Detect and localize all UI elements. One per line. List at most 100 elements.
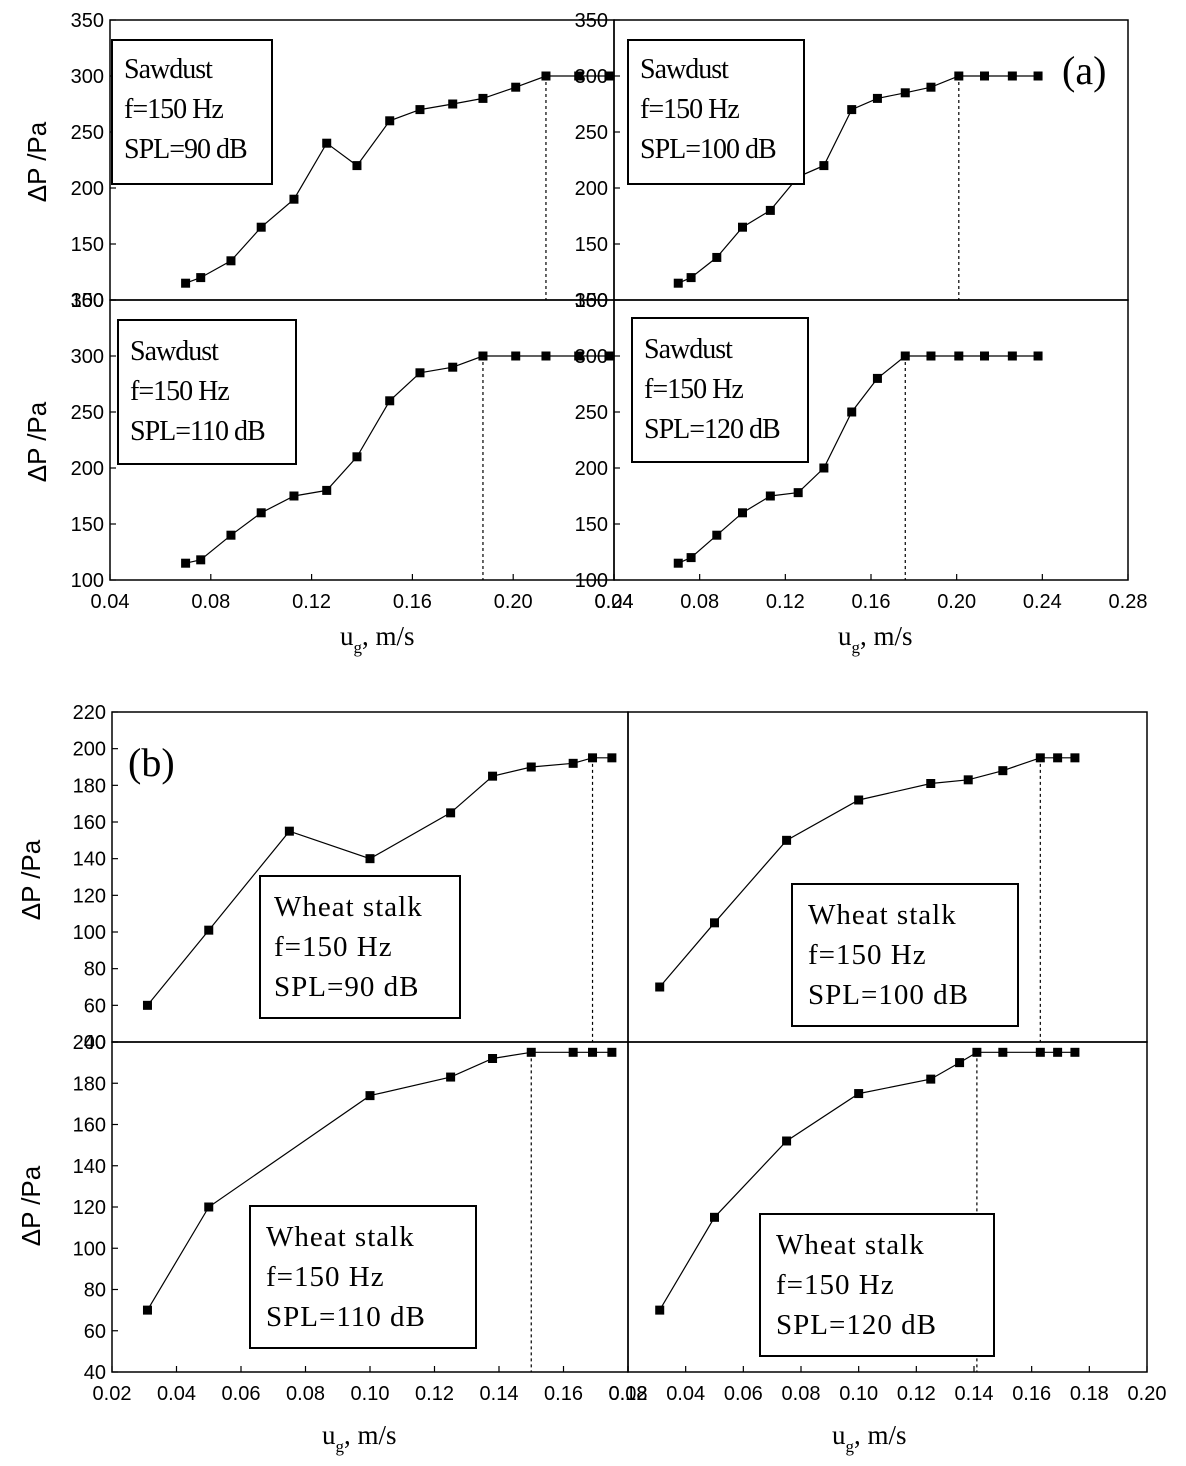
annotation-line: SPL=120 dB [776, 1309, 937, 1341]
data-point [765, 205, 775, 215]
y-tick-label: 300 [575, 346, 608, 368]
annotation-box [259, 875, 461, 1019]
data-point [998, 1047, 1008, 1057]
x-axis-label-a-left-unit: , m/s [362, 621, 415, 651]
x-tick-label: 0.02 [609, 1383, 648, 1405]
data-point [478, 93, 488, 103]
panel-label-a: (a) [1062, 48, 1106, 93]
data-point [204, 1202, 214, 1212]
data-point [365, 1091, 375, 1101]
data-point [488, 771, 498, 781]
data-point [448, 362, 458, 372]
data-point [712, 252, 722, 262]
data-point [604, 351, 614, 361]
data-point [782, 1136, 792, 1146]
x-tick-label: 0.04 [595, 591, 634, 613]
data-point [448, 99, 458, 109]
annotation-line: SPL=100 dB [808, 979, 969, 1011]
y-tick-label: 80 [84, 1280, 106, 1302]
y-tick-label: 100 [73, 1238, 106, 1260]
y-tick-label: 100 [71, 290, 104, 312]
annotation-box [627, 39, 805, 185]
data-point [872, 93, 882, 103]
data-point [488, 1054, 498, 1063]
data-point [673, 278, 683, 288]
annotation-line: Wheat stalk [808, 899, 957, 931]
data-point [511, 351, 521, 361]
y-tick-label: 350 [71, 290, 104, 312]
annotation-box [759, 1213, 995, 1357]
data-point [1007, 71, 1017, 81]
y-tick-label: 140 [73, 849, 106, 871]
data-point [819, 463, 829, 473]
x-ticks-a-right: 0.04 0.08 0.12 0.16 0.20 0.24 0.28 [595, 574, 1147, 613]
x-tick-label: 0.12 [292, 591, 331, 613]
panel-label-b: (b) [128, 740, 175, 785]
x-axis-label-b-left: ug, m/s [322, 1420, 397, 1456]
x-axis-label-a-left-main: u [340, 621, 354, 651]
data-point [1007, 351, 1017, 361]
data-point [847, 407, 857, 417]
annotation-line: f=150 Hz [776, 1269, 895, 1301]
x-axis-label-b-right-sub: g [846, 1437, 855, 1456]
x-tick-label: 0.02 [93, 1383, 132, 1405]
annotation-line: f=150 Hz [644, 374, 743, 405]
y-tick-label: 100 [73, 922, 106, 944]
annotation-line: f=150 Hz [130, 376, 229, 407]
x-tick-label: 0.16 [852, 591, 891, 613]
data-point [574, 351, 584, 361]
x-axis-label-b-left-unit: , m/s [344, 1420, 397, 1450]
annotation-line: SPL=120 dB [644, 414, 780, 445]
y-tick-label: 350 [71, 10, 104, 32]
y-tick-label: 150 [575, 514, 608, 536]
x-axis-label-b-right-unit: , m/s [854, 1420, 907, 1450]
y-tick-label: 150 [575, 234, 608, 256]
data-point [568, 758, 578, 768]
data-point [1033, 351, 1043, 361]
y-tick-label: 200 [71, 178, 104, 200]
x-tick-label: 0.06 [724, 1383, 763, 1405]
annotation-line: f=150 Hz [266, 1261, 385, 1293]
data-point [926, 82, 936, 92]
x-tick-label: 0.06 [222, 1383, 261, 1405]
annotation-line: SPL=110 dB [130, 416, 265, 447]
data-point [655, 1305, 665, 1315]
data-point [673, 558, 683, 568]
chart-panel-1: 100 150 200 250 300 350 Sawdust f=150 Hz SPL=90 … [71, 10, 615, 312]
x-ticks-b-left: 0.02 0.04 0.06 0.08 0.10 0.12 0.14 0.16 0.18 [93, 1366, 647, 1405]
x-tick-label: 0.12 [766, 591, 805, 613]
annotation-line: Sawdust [124, 54, 213, 85]
y-tick-label: 100 [575, 290, 608, 312]
data-point [926, 779, 936, 788]
data-point [526, 762, 536, 772]
annotation-box [111, 39, 273, 185]
annotation-line: Sawdust [644, 334, 733, 365]
data-point [1035, 753, 1045, 763]
annotation-line: f=150 Hz [274, 931, 393, 963]
x-axis-label-b-left-sub: g [336, 1437, 345, 1456]
data-point [900, 88, 910, 98]
x-tick-label: 0.16 [393, 591, 432, 613]
data-point [686, 273, 696, 283]
annotation-line: SPL=90 dB [124, 134, 247, 165]
data-point [1035, 1047, 1045, 1057]
x-tick-label: 0.20 [494, 591, 533, 613]
x-ticks-b-right: 0.02 0.04 0.06 0.08 0.10 0.12 0.14 0.16 0.18 0.20 [609, 1366, 1166, 1405]
chart-panels: 100 150 200 250 300 350 Sawdust f=150 Hz SPL=90 … [71, 10, 1167, 1405]
y-tick-label: 250 [71, 402, 104, 424]
data-point [738, 222, 747, 232]
y-tick-label: 40 [84, 1362, 106, 1384]
data-point [181, 558, 191, 568]
data-point [196, 555, 206, 565]
data-point [284, 826, 294, 836]
data-point [980, 71, 990, 81]
data-point [511, 82, 521, 92]
y-tick-label: 250 [575, 402, 608, 424]
data-point [819, 161, 829, 171]
y-tick-label: 150 [71, 234, 104, 256]
data-point [181, 278, 191, 288]
data-point [568, 1047, 578, 1057]
y-tick-label: 100 [575, 570, 608, 592]
data-point [1053, 1047, 1063, 1057]
x-tick-label: 0.18 [1070, 1383, 1109, 1405]
